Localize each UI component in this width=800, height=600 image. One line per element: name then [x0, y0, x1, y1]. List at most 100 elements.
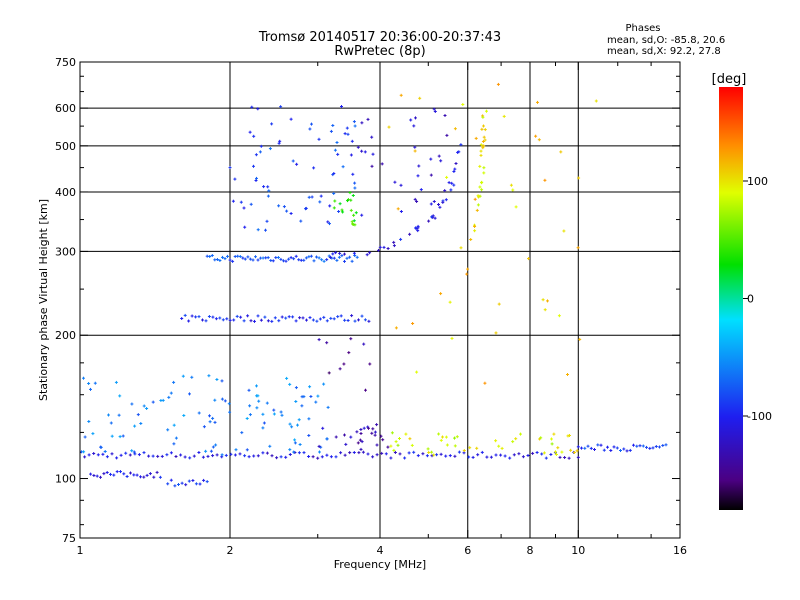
data-point [229, 166, 231, 170]
data-point [234, 255, 236, 258]
data-point [646, 445, 647, 449]
data-point [227, 254, 228, 258]
colorbar-tick-label: 100 [747, 175, 768, 188]
data-point [206, 480, 208, 484]
data-point [327, 405, 329, 409]
data-point [467, 267, 469, 271]
data-point [428, 451, 430, 454]
data-point [302, 316, 304, 320]
data-point [330, 129, 332, 133]
data-point [434, 216, 436, 220]
data-point [476, 208, 478, 212]
data-point [268, 189, 270, 193]
data-point [319, 317, 321, 321]
data-point [504, 454, 506, 458]
data-point [351, 314, 353, 318]
data-point [173, 442, 175, 446]
data-point [458, 450, 460, 454]
data-point [557, 446, 559, 450]
data-point [330, 316, 332, 320]
data-point [480, 149, 482, 153]
data-point [262, 426, 264, 430]
data-point [404, 456, 406, 460]
data-point [195, 482, 197, 486]
data-point [446, 133, 448, 137]
data-point [357, 441, 359, 445]
data-point [143, 451, 145, 455]
data-point [600, 443, 602, 447]
data-point [542, 298, 544, 302]
data-point [477, 194, 479, 198]
data-point [412, 322, 414, 325]
data-point [326, 341, 328, 345]
data-point [378, 248, 379, 252]
data-point [320, 194, 322, 198]
data-point [280, 257, 282, 261]
data-point [253, 164, 254, 168]
data-point [469, 446, 471, 450]
stats-line-x: mean, sd,X: 92.2, 27.8 [607, 46, 721, 57]
data-point [230, 452, 232, 456]
data-point [579, 337, 581, 341]
data-point [380, 434, 382, 438]
data-point [332, 173, 334, 177]
data-point [116, 456, 118, 460]
data-point [337, 152, 339, 156]
data-point [567, 373, 568, 376]
data-point [395, 326, 397, 330]
data-point [184, 455, 186, 459]
data-point [495, 453, 497, 457]
data-point [610, 449, 612, 452]
data-point [178, 483, 179, 486]
data-point [665, 443, 667, 447]
data-point [214, 258, 216, 262]
data-point [280, 455, 282, 459]
data-point [477, 453, 479, 457]
data-point [539, 437, 541, 441]
data-point [301, 404, 303, 408]
data-point [535, 134, 537, 138]
data-point [481, 127, 483, 131]
data-point [250, 319, 252, 323]
data-point [483, 135, 485, 139]
data-point [620, 449, 621, 452]
data-point [260, 256, 262, 260]
data-point [594, 448, 595, 451]
data-point [328, 371, 330, 375]
data-point [448, 181, 450, 185]
data-point [295, 386, 297, 390]
data-point [113, 473, 115, 477]
data-point [239, 452, 241, 456]
data-point [433, 453, 435, 457]
data-point [352, 172, 354, 176]
data-point [578, 176, 580, 180]
data-point [341, 254, 343, 258]
data-point [352, 194, 354, 197]
data-point [341, 208, 343, 212]
colorbar-tick-label: -100 [747, 410, 772, 423]
data-point [149, 472, 151, 476]
data-point [344, 132, 346, 136]
data-point [319, 200, 321, 204]
data-point [376, 423, 378, 427]
data-point [189, 392, 190, 396]
data-point [229, 318, 231, 322]
data-point [474, 225, 476, 228]
data-point [323, 315, 325, 319]
data-point [326, 437, 328, 441]
data-point [249, 130, 251, 134]
data-point [417, 454, 419, 458]
x-axis-label: Frequency [MHz] [334, 558, 426, 571]
data-point [430, 157, 432, 161]
data-point [209, 255, 211, 258]
data-point [289, 382, 291, 386]
data-point [440, 438, 442, 442]
data-point [288, 257, 290, 261]
data-point [649, 446, 651, 450]
data-point [255, 179, 257, 182]
data-point [236, 314, 238, 318]
data-point [173, 380, 175, 384]
data-point [409, 232, 411, 236]
data-point [138, 453, 140, 457]
data-point [350, 198, 352, 202]
